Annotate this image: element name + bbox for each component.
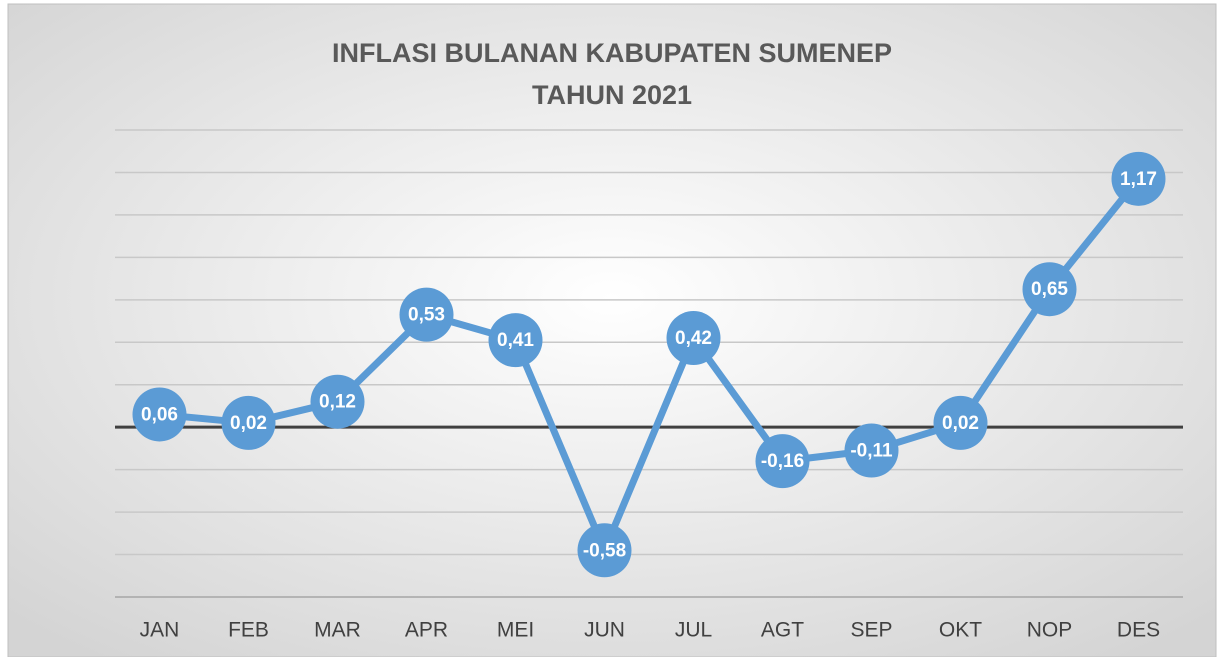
x-tick-label: APR [405,619,448,642]
data-label: 0,02 [942,413,979,434]
data-point [1111,151,1166,206]
data-point [132,387,187,442]
x-tick-label: NOP [1027,619,1073,642]
data-label: 0,41 [497,330,534,351]
x-tick-label: JUL [675,619,712,642]
x-tick-label: MEI [497,619,534,642]
data-point [221,395,276,450]
data-label: 0,65 [1031,279,1068,300]
data-point [399,287,454,342]
data-label: 0,12 [319,392,356,413]
data-label: 0,02 [230,413,267,434]
data-point [666,311,721,366]
x-tick-label: SEP [850,619,892,642]
data-point [488,313,543,368]
data-label: -0,58 [583,540,626,561]
chart-title: INFLASI BULANAN KABUPATEN SUMENEP [332,38,892,68]
data-point [755,434,810,489]
data-label: 0,42 [675,328,712,349]
data-label: -0,16 [761,451,804,472]
data-label: 1,17 [1120,169,1157,190]
x-tick-label: JUN [584,619,625,642]
x-tick-label: FEB [228,619,269,642]
x-tick-label: JAN [140,619,180,642]
data-point [310,374,365,429]
data-label: -0,11 [850,441,893,462]
x-tick-label: DES [1117,619,1160,642]
data-point [933,395,988,450]
x-tick-label: OKT [939,619,982,642]
data-point [1022,262,1077,317]
data-label: 0,06 [141,404,178,425]
x-tick-label: MAR [314,619,361,642]
x-tick-label: AGT [761,619,804,642]
data-point [844,423,899,478]
chart-subtitle: TAHUN 2021 [532,80,692,110]
data-point [577,523,632,578]
data-label: 0,53 [408,305,445,326]
